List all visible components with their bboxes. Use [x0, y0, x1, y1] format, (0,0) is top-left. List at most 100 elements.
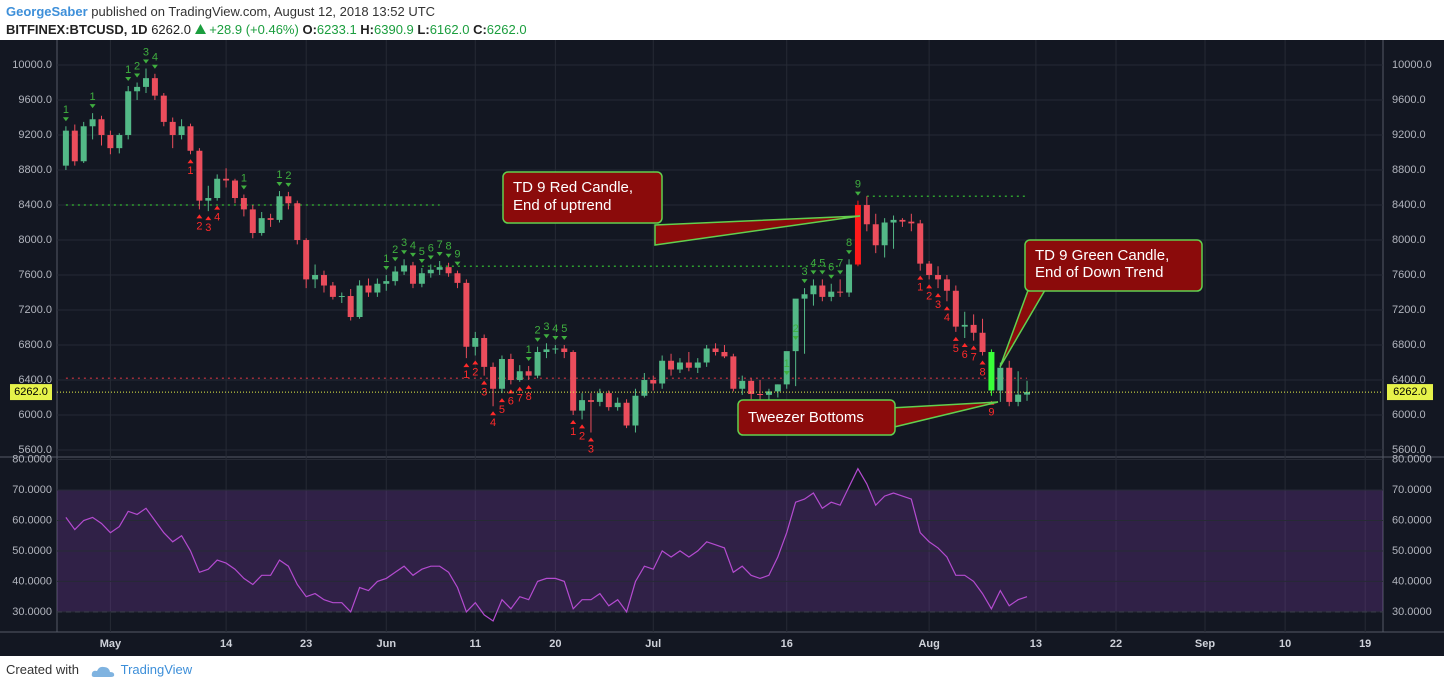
y-tick-label: 8400.0 — [18, 199, 52, 211]
td-arrow — [214, 205, 221, 210]
x-tick-label: May — [100, 638, 122, 650]
td-count: 3 — [401, 237, 407, 249]
candle-body — [409, 265, 416, 284]
h: 6390.9 — [374, 22, 414, 37]
y-tick-label-right: 6400.0 — [1392, 374, 1426, 386]
y-tick-label: 9600.0 — [18, 94, 52, 106]
last-price-box — [1387, 384, 1433, 401]
td-count: 1 — [187, 165, 193, 177]
l: 6162.0 — [429, 22, 470, 37]
h-label: H: — [360, 22, 375, 37]
candle-body — [71, 130, 78, 162]
y-tick-label-right: 60.0000 — [1392, 514, 1432, 526]
td-count: 1 — [241, 172, 247, 184]
td-count: 1 — [917, 282, 923, 294]
candle-body — [846, 264, 853, 293]
candle-body — [80, 126, 87, 162]
td-count: 6 — [428, 242, 434, 254]
td-count: 8 — [526, 391, 532, 403]
candle-body — [525, 371, 532, 376]
candle-body — [952, 290, 959, 327]
td-count: 4 — [490, 417, 496, 429]
symbol: BITFINEX:BTCUSD, 1D — [6, 22, 148, 37]
td-arrow — [952, 336, 959, 341]
td-arrow — [454, 261, 461, 266]
x-tick-label: 23 — [300, 638, 312, 650]
chart-background — [0, 40, 1444, 656]
td-arrow — [187, 159, 194, 164]
td-arrow — [810, 270, 817, 275]
candle-body — [570, 352, 577, 411]
last: 6262.0 — [151, 22, 191, 37]
candle-body — [125, 91, 132, 136]
candle-body — [819, 285, 826, 297]
td-arrow — [970, 345, 977, 350]
candle-body — [498, 359, 505, 389]
y-tick-label: 6400.0 — [18, 374, 52, 386]
y-tick-label: 80.0000 — [12, 453, 52, 465]
td-arrow — [392, 257, 399, 262]
l-label: L: — [417, 22, 430, 37]
candle-body — [303, 240, 310, 280]
td-count: 6 — [828, 262, 834, 274]
candle-body — [587, 400, 594, 402]
y-tick-label: 5600.0 — [18, 444, 52, 456]
published: published on TradingView.com, August 12,… — [91, 4, 436, 19]
td-count: 4 — [810, 257, 816, 269]
candle-body — [641, 380, 648, 396]
candle-body — [454, 273, 461, 283]
author[interactable]: GeorgeSaber — [6, 4, 88, 19]
td-arrow — [196, 214, 203, 219]
td-arrow — [792, 336, 799, 341]
td-count: 1 — [125, 64, 131, 76]
td-count: 2 — [579, 430, 585, 442]
td-count: 9 — [855, 179, 861, 191]
td-count: 4 — [152, 52, 158, 64]
td-count: 5 — [499, 404, 505, 416]
brand[interactable]: TradingView — [120, 662, 193, 677]
td-arrow — [783, 371, 790, 376]
td-arrow — [579, 424, 586, 429]
candle-body — [62, 130, 69, 166]
td-arrow — [125, 77, 132, 82]
candle-body — [872, 224, 879, 246]
td-count: 4 — [944, 312, 950, 324]
candle-body — [205, 198, 212, 201]
td-count: 7 — [837, 257, 843, 269]
y-tick-label-right: 10000.0 — [1392, 59, 1432, 71]
x-tick-label: 14 — [220, 638, 233, 650]
td-arrow — [472, 360, 479, 365]
y-tick-label: 9200.0 — [18, 129, 52, 141]
candle-body — [196, 150, 203, 201]
td-arrow — [436, 252, 443, 257]
o: 6233.1 — [316, 22, 357, 37]
c-label: C: — [473, 22, 487, 37]
y-tick-label: 6000.0 — [18, 409, 52, 421]
candle-body — [552, 348, 559, 350]
candle-body — [436, 267, 443, 270]
annotation: TD 9 Red Candle, — [513, 179, 633, 196]
y-tick-label-right: 9200.0 — [1392, 129, 1426, 141]
td-arrow — [418, 259, 425, 264]
candle-body — [445, 267, 452, 274]
candle-body — [890, 219, 897, 223]
td-count: 2 — [535, 325, 541, 337]
td-arrow — [409, 252, 416, 257]
candle-body — [579, 400, 586, 411]
candle-body — [214, 178, 221, 199]
last-price-label: 6262.0 — [1393, 386, 1427, 398]
o-label: O: — [302, 22, 317, 37]
td-arrow — [561, 336, 568, 341]
td-count: 3 — [543, 321, 549, 333]
td-arrow — [837, 270, 844, 275]
td-arrow — [498, 398, 505, 403]
y-tick-label: 10000.0 — [12, 59, 52, 71]
candle-body — [134, 86, 141, 92]
candle-body — [917, 223, 924, 264]
td-count: 5 — [819, 257, 825, 269]
td-count: 5 — [419, 246, 425, 258]
x-tick-label: 19 — [1359, 638, 1371, 650]
td-count: 2 — [392, 244, 398, 256]
x-tick-label: 13 — [1030, 638, 1042, 650]
td-count: 8 — [446, 241, 452, 253]
